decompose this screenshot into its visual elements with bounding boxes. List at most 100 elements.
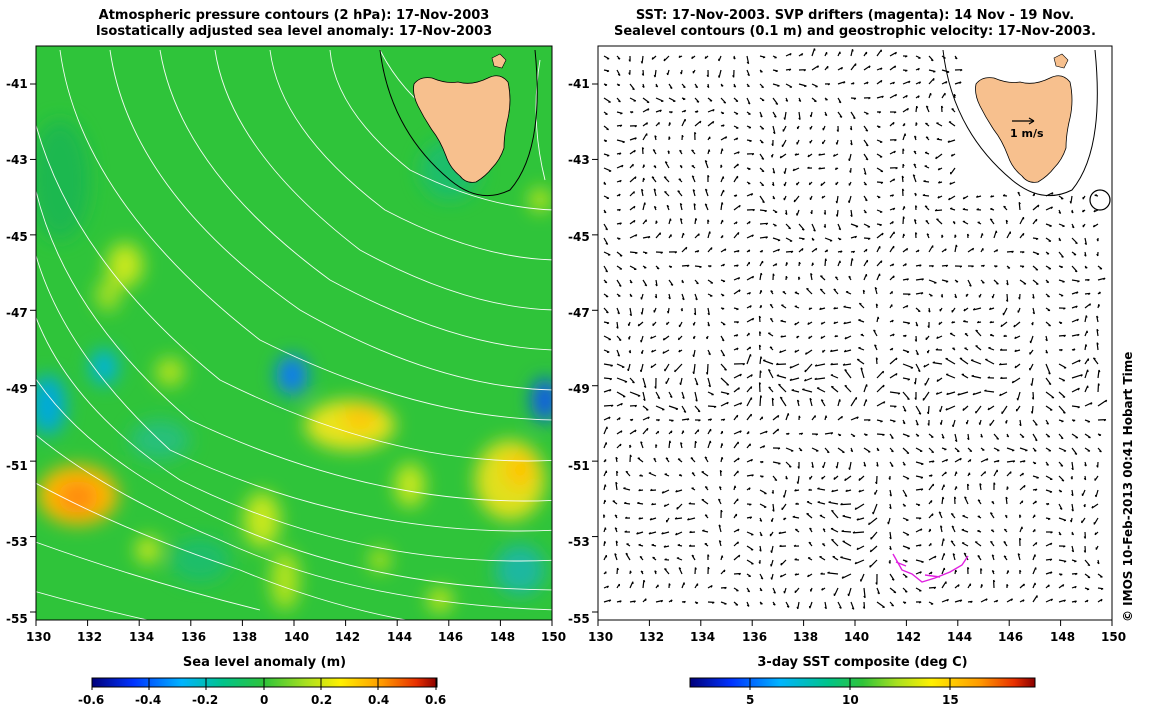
velocity-arrow-head (852, 531, 856, 534)
velocity-arrow-head (877, 592, 880, 595)
velocity-arrow-head (1003, 555, 1007, 558)
velocity-arrow-head (760, 272, 763, 276)
velocity-arrow-head (1050, 571, 1053, 575)
velocity-arrow (889, 573, 895, 581)
velocity-arrow-head (1035, 542, 1038, 545)
velocity-arrow-head (671, 419, 674, 422)
velocity-arrow-head (779, 574, 783, 578)
velocity-arrow-head (642, 147, 645, 150)
velocity-arrow-head (1062, 411, 1066, 414)
velocity-arrow-head (907, 378, 910, 381)
velocity-arrow (975, 329, 982, 337)
velocity-arrow-head (931, 451, 934, 454)
velocity-arrow-head (959, 81, 962, 85)
right-x-tick-140: 140 (844, 630, 870, 644)
velocity-arrow-head (770, 564, 772, 567)
velocity-arrow-head (762, 201, 765, 204)
velocity-arrow-head (635, 252, 638, 255)
tasmania-outline-right (942, 49, 1098, 197)
velocity-arrow-head (770, 550, 773, 553)
velocity-arrow-head (683, 86, 686, 89)
velocity-arrow-head (620, 430, 623, 433)
velocity-arrow-head (688, 502, 692, 505)
velocity-arrow-head (1074, 600, 1077, 603)
velocity-arrow-head (760, 577, 764, 580)
velocity-arrow-head (864, 183, 867, 186)
velocity-arrow-head (629, 570, 632, 574)
velocity-arrow-head (659, 232, 662, 236)
velocity-arrow-head (808, 336, 811, 339)
velocity-arrow-head (1074, 452, 1078, 455)
velocity-arrow-head (654, 205, 657, 209)
velocity-arrow-head (641, 188, 644, 192)
velocity-arrow-head (761, 475, 764, 478)
velocity-arrow-head (683, 410, 687, 413)
velocity-arrow-head (918, 81, 922, 84)
left-title: Atmospheric pressure contours (2 hPa): 1… (36, 8, 552, 40)
velocity-arrow-head (971, 265, 974, 268)
velocity-arrow-head (690, 457, 694, 459)
velocity-arrow-head (989, 320, 992, 324)
velocity-arrow-head (1013, 324, 1016, 328)
velocity-arrow-head (776, 374, 780, 377)
velocity-arrow-head (852, 117, 856, 120)
velocity-arrow-head (696, 110, 699, 113)
velocity-arrow-head (654, 570, 657, 573)
velocity-arrow (833, 587, 839, 597)
velocity-arrow (746, 55, 750, 64)
velocity-arrow-head (686, 418, 690, 421)
velocity-arrow-head (647, 416, 650, 420)
velocity-arrow-head (904, 69, 908, 72)
velocity-arrow-head (759, 534, 763, 537)
velocity-arrow-head (642, 85, 645, 88)
velocity-arrow-head (1010, 598, 1014, 602)
velocity-arrow-head (790, 250, 794, 254)
velocity-arrow-head (685, 247, 688, 250)
velocity-arrow-head (991, 570, 995, 573)
velocity-arrow-head (998, 362, 1002, 366)
velocity-arrow (936, 218, 943, 225)
velocity-arrow-head (894, 139, 897, 142)
velocity-arrow (984, 390, 995, 393)
velocity-arrow-head (995, 599, 999, 603)
velocity-arrow-head (770, 577, 773, 580)
velocity-arrow (876, 601, 885, 608)
velocity-arrow-head (985, 598, 988, 601)
velocity-arrow-head (647, 108, 650, 111)
left-x-tick-134: 134 (129, 630, 155, 644)
velocity-arrow-head (840, 250, 843, 254)
velocity-arrow-head (748, 292, 751, 295)
pressure-contours (36, 49, 552, 620)
velocity-arrow (850, 223, 859, 228)
velocity-arrow-head (695, 298, 698, 301)
velocity-arrow-head (1045, 351, 1048, 354)
velocity-arrow-head (638, 488, 641, 492)
velocity-arrow-head (634, 405, 638, 408)
velocity-arrow-head (955, 244, 958, 248)
velocity-arrow-head (1007, 570, 1010, 573)
velocity-arrow (842, 540, 852, 547)
velocity-arrow-head (889, 494, 892, 497)
velocity-arrow-head (978, 422, 981, 425)
velocity-arrow-head (721, 457, 724, 460)
velocity-arrow-head (1018, 201, 1021, 205)
velocity-arrow-head (1023, 583, 1025, 587)
velocity-arrow (856, 545, 865, 551)
velocity-arrow-head (761, 184, 764, 187)
velocity-arrow-head (1003, 334, 1006, 337)
velocity-arrow-head (1061, 420, 1064, 423)
velocity-arrow-head (833, 288, 837, 291)
velocity-arrow (889, 372, 898, 379)
velocity-arrow-head (749, 516, 753, 519)
velocity-arrow-head (704, 160, 708, 163)
velocity-arrow (759, 395, 762, 407)
velocity-arrow-head (664, 191, 667, 193)
velocity-arrow-head (659, 109, 662, 113)
velocity-arrow-head (851, 607, 855, 610)
velocity-arrow-head (669, 218, 672, 221)
velocity-arrow-head (880, 420, 883, 423)
velocity-arrow-head (635, 234, 638, 237)
velocity-arrow-head (889, 547, 892, 551)
velocity-arrow-head (738, 572, 742, 576)
velocity-arrow-head (917, 369, 921, 373)
